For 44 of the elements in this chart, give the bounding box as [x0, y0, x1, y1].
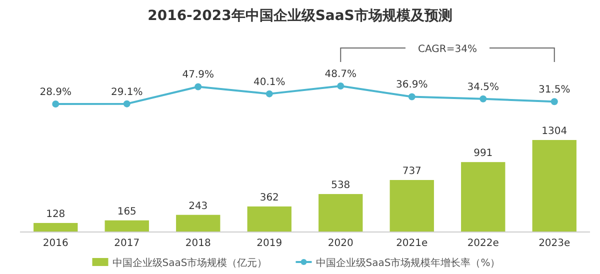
data-label: 29.1% — [110, 86, 143, 98]
data-label: 48.7% — [324, 69, 357, 80]
point — [550, 98, 558, 106]
data-label: 34.5% — [467, 82, 500, 93]
data-label: 538 — [331, 180, 350, 192]
bar — [532, 140, 576, 232]
x-tick-label: 2023e — [538, 238, 570, 249]
data-label: 737 — [402, 166, 422, 178]
point — [337, 82, 344, 90]
point — [52, 100, 60, 108]
x-tick-label: 2017 — [114, 238, 140, 249]
x-tick-label: 2022e — [467, 238, 499, 249]
x-tick-label: 2020 — [328, 238, 354, 249]
x-tick-label: 2018 — [185, 238, 211, 249]
data-label: 1304 — [542, 126, 568, 137]
point — [266, 90, 273, 98]
bar — [247, 206, 292, 232]
data-label: 165 — [117, 206, 136, 218]
bar — [34, 222, 78, 232]
data-label: 362 — [260, 192, 279, 204]
point — [123, 100, 130, 108]
legend-label: 中国企业级SaaS市场规模（亿元） — [112, 257, 268, 269]
chart-title: 2016-2023年中国企业级SaaS市场规模及预测 — [148, 7, 452, 24]
bar — [176, 214, 220, 232]
bar — [390, 180, 434, 232]
point — [480, 95, 487, 102]
point — [408, 93, 416, 100]
data-label: 28.9% — [40, 87, 72, 98]
legend-label: 中国企业级SaaS市场规模年增长率（%） — [316, 257, 500, 269]
text: CAGR=34% — [418, 44, 477, 55]
data-label: 31.5% — [538, 84, 570, 96]
x-tick-label: 2016 — [42, 238, 68, 249]
data-label: 243 — [188, 200, 208, 212]
bar — [318, 194, 363, 232]
bar — [104, 220, 149, 232]
data-label: 991 — [474, 148, 493, 160]
x-tick-label: 2021e — [396, 238, 428, 249]
x-tick-label: 2019 — [256, 238, 282, 249]
data-label: 36.9% — [396, 80, 428, 91]
point — [194, 83, 202, 90]
data-label: 128 — [46, 208, 66, 220]
data-label: 40.1% — [253, 76, 286, 88]
data-label: 47.9% — [182, 70, 214, 81]
bar — [461, 162, 506, 232]
